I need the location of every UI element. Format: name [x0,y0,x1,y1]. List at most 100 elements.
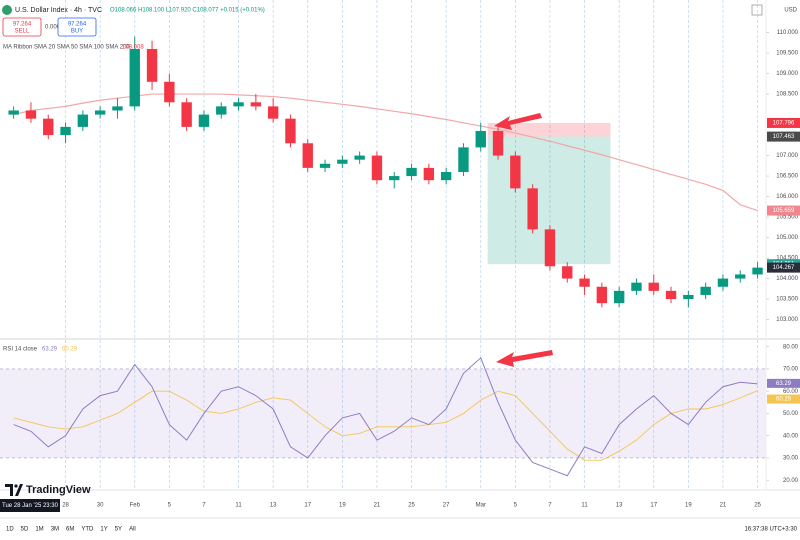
candle-body [458,147,469,172]
candle-body [8,110,19,115]
sell-price: 97.264 [13,22,32,28]
candle-body [233,102,244,107]
x-tick-label: 19 [339,503,346,509]
candle-body [302,143,313,168]
range-button[interactable]: 3M [51,527,59,533]
candle-body [337,159,348,164]
candle-body [544,229,556,267]
range-button[interactable]: All [129,527,136,533]
y-tick-label: 60.00 [783,389,799,395]
candle-body [164,81,175,103]
y-tick-label: 105.500 [776,215,798,221]
rsi-tag [767,378,800,388]
y-tick-label: 106.000 [776,194,798,200]
crosshair-date-box [0,499,60,512]
y-tick-label: 20.00 [783,478,799,484]
watermark-logo [14,484,18,488]
settings-icon[interactable] [751,4,763,16]
rsi-tag [767,394,800,404]
y-tick-label: 108.500 [776,92,798,98]
y-tick-label: 106.500 [776,174,798,180]
ohlc-readout: O108.066 H108.100 L107.920 C108.077 +0.0… [110,8,265,14]
x-tick-label: 21 [374,503,381,509]
price-tag [767,117,800,128]
currency: USD [784,8,797,14]
candle-body [631,282,642,291]
candle-body [510,155,521,189]
watermark: TradingView [26,484,91,496]
y-tick-label: 110.000 [777,30,799,36]
range-button[interactable]: 1D [6,527,14,533]
x-tick-label: Feb [130,503,141,509]
indicator-label: MA Ribbon SMA 20 SMA 50 SMA 100 SMA 200 [3,45,130,51]
mark-layer [8,36,763,477]
rsi-band [0,368,766,458]
annotation-arrow [496,350,553,367]
sell-label: SELL [15,29,30,35]
y-tick-label: 80.00 [783,344,799,350]
y-tick-label: 30.00 [783,456,799,462]
price-tag [767,262,800,273]
rsi-legend-value: 63.29 [42,347,58,353]
candle-body [423,167,435,181]
candle-body [285,118,296,144]
candle-body [440,171,452,181]
candle-body [354,155,365,160]
candle-body [596,286,608,304]
buy-price: 97.264 [68,22,87,28]
symbol-logo [2,5,12,15]
candle-body [613,290,625,304]
range-button[interactable]: 1Y [100,527,107,533]
candle-body [648,282,659,291]
x-tick-label: 7 [202,503,206,509]
candle-body [60,126,71,136]
x-tick-label: 11 [235,503,242,509]
range-button[interactable]: YTD [81,527,94,533]
candle-body [717,278,729,287]
x-tick-label: 13 [616,503,623,509]
y-tick-label: 103.000 [776,317,798,323]
x-tick-label: 17 [304,503,311,509]
candle-body [129,48,140,107]
candle-body [181,102,192,127]
candle-body [683,294,694,300]
candle-body [752,267,763,275]
buy-button[interactable] [57,17,97,37]
watermark-logo [5,484,23,496]
candle-body [475,130,486,148]
range-button[interactable]: 6M [66,527,74,533]
range-button[interactable]: 5D [21,527,29,533]
y-tick-label: 109.000 [776,71,798,77]
x-tick-label: 5 [514,503,518,509]
y-tick-label: 70.00 [783,367,799,373]
sell-button[interactable] [2,17,42,37]
x-tick-label: 13 [270,503,277,509]
price-tag-label: 104.267 [773,265,795,271]
rsi-tag-label: 60.29 [776,397,792,403]
y-tick-label: 50.00 [783,411,799,417]
range-button[interactable]: 5Y [115,527,122,533]
y-tick-label: 107.000 [776,153,798,159]
price-tag-label: 107.796 [773,121,795,127]
candle-body [389,176,400,181]
x-tick-label: 19 [685,503,692,509]
rsi-line [13,356,758,477]
candle-body [146,48,158,82]
rsi-tag-label: 63.29 [776,381,792,387]
candle-body [562,266,573,279]
symbol-title: U.S. Dollar Index · 4h · TVC [15,7,102,14]
range-button[interactable]: 1M [35,527,43,533]
crosshair-date: Tue 28 Jan '25 23:30 [2,503,59,509]
candle-body [43,118,54,136]
x-tick-label: Mar [476,503,486,509]
y-tick-label: 40.00 [783,433,799,439]
candle-body [77,114,89,127]
rsi-line [13,390,758,461]
price-tag [767,131,800,142]
candle-body [198,114,210,127]
x-tick-label: 25 [754,503,761,509]
candle-body [527,188,538,230]
y-tick-label: 103.500 [776,297,798,303]
candle-body [250,102,262,107]
